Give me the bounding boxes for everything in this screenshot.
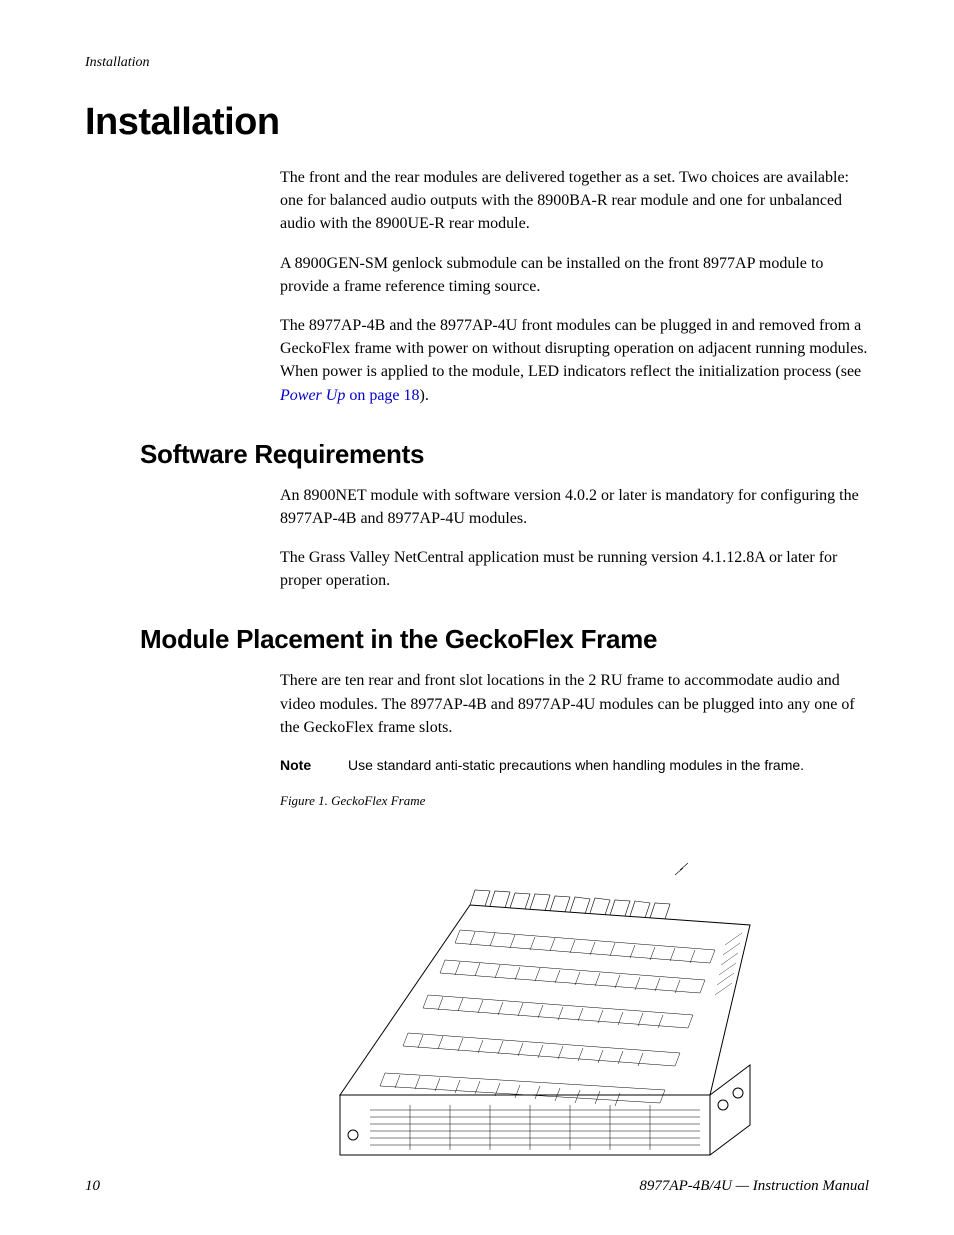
- header-section-label: Installation: [85, 55, 869, 71]
- intro-paragraph-1: The front and the rear modules are deliv…: [280, 166, 869, 236]
- placement-paragraph-1: There are ten rear and front slot locati…: [280, 669, 869, 739]
- page-footer: 10 8977AP-4B/4U — Instruction Manual: [85, 1178, 869, 1195]
- module-placement-heading: Module Placement in the GeckoFlex Frame: [140, 624, 869, 655]
- note-text: Use standard anti-static precautions whe…: [348, 757, 804, 773]
- p3-text-before: The 8977AP-4B and the 8977AP-4U front mo…: [280, 317, 867, 380]
- intro-paragraph-3: The 8977AP-4B and the 8977AP-4U front mo…: [280, 314, 869, 407]
- power-up-link-page[interactable]: on page 18: [345, 387, 419, 404]
- software-requirements-heading: Software Requirements: [140, 439, 869, 470]
- doc-title-footer: 8977AP-4B/4U — Instruction Manual: [639, 1178, 869, 1195]
- note-row: Note Use standard anti-static precaution…: [280, 757, 869, 773]
- geckoflex-frame-figure: [280, 815, 760, 1175]
- power-up-link[interactable]: Power Up: [280, 387, 345, 404]
- page-number: 10: [85, 1178, 100, 1195]
- intro-paragraph-2: A 8900GEN-SM genlock submodule can be in…: [280, 252, 869, 298]
- software-paragraph-1: An 8900NET module with software version …: [280, 484, 869, 530]
- geckoflex-frame-svg: [280, 815, 760, 1175]
- figure-caption: Figure 1. GeckoFlex Frame: [280, 793, 869, 809]
- p3-text-after: ).: [420, 387, 429, 404]
- page-title: Installation: [85, 101, 869, 144]
- software-paragraph-2: The Grass Valley NetCentral application …: [280, 546, 869, 592]
- note-label: Note: [280, 757, 348, 773]
